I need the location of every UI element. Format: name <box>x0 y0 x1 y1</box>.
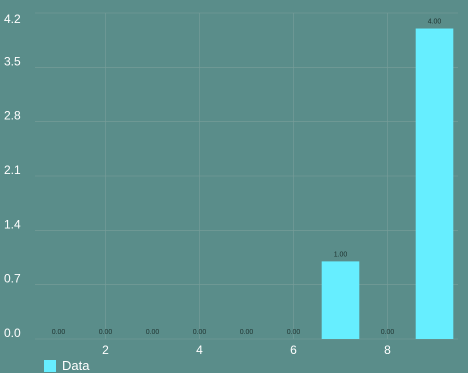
bar-value-label: 4.00 <box>428 19 442 26</box>
legend: Data <box>44 358 89 373</box>
y-tick-label: 2.1 <box>4 163 21 177</box>
bar-value-label: 0.00 <box>381 329 395 336</box>
y-tick-label: 1.4 <box>4 217 21 231</box>
y-tick-label: 0.0 <box>4 326 21 340</box>
x-tick-label: 2 <box>102 343 109 357</box>
legend-label: Data <box>62 358 90 373</box>
x-tick-label: 4 <box>196 343 203 357</box>
y-tick-label: 3.5 <box>4 54 21 68</box>
bar-value-label: 0.00 <box>99 329 113 336</box>
x-tick-label: 8 <box>384 343 391 357</box>
x-tick-label: 6 <box>290 343 297 357</box>
y-tick-label: 0.7 <box>4 272 21 286</box>
bar-value-label: 0.00 <box>287 329 301 336</box>
bar <box>415 28 454 340</box>
bar-value-label: 1.00 <box>334 251 348 258</box>
legend-swatch <box>44 359 56 372</box>
y-tick-label: 2.8 <box>4 109 21 123</box>
bar-value-label: 0.00 <box>193 329 207 336</box>
bar-value-label: 0.00 <box>240 329 254 336</box>
y-tick-label: 4.2 <box>4 12 21 26</box>
bar-value-label: 0.00 <box>146 329 160 336</box>
bar <box>321 261 360 339</box>
bar-value-label: 0.00 <box>52 329 66 336</box>
